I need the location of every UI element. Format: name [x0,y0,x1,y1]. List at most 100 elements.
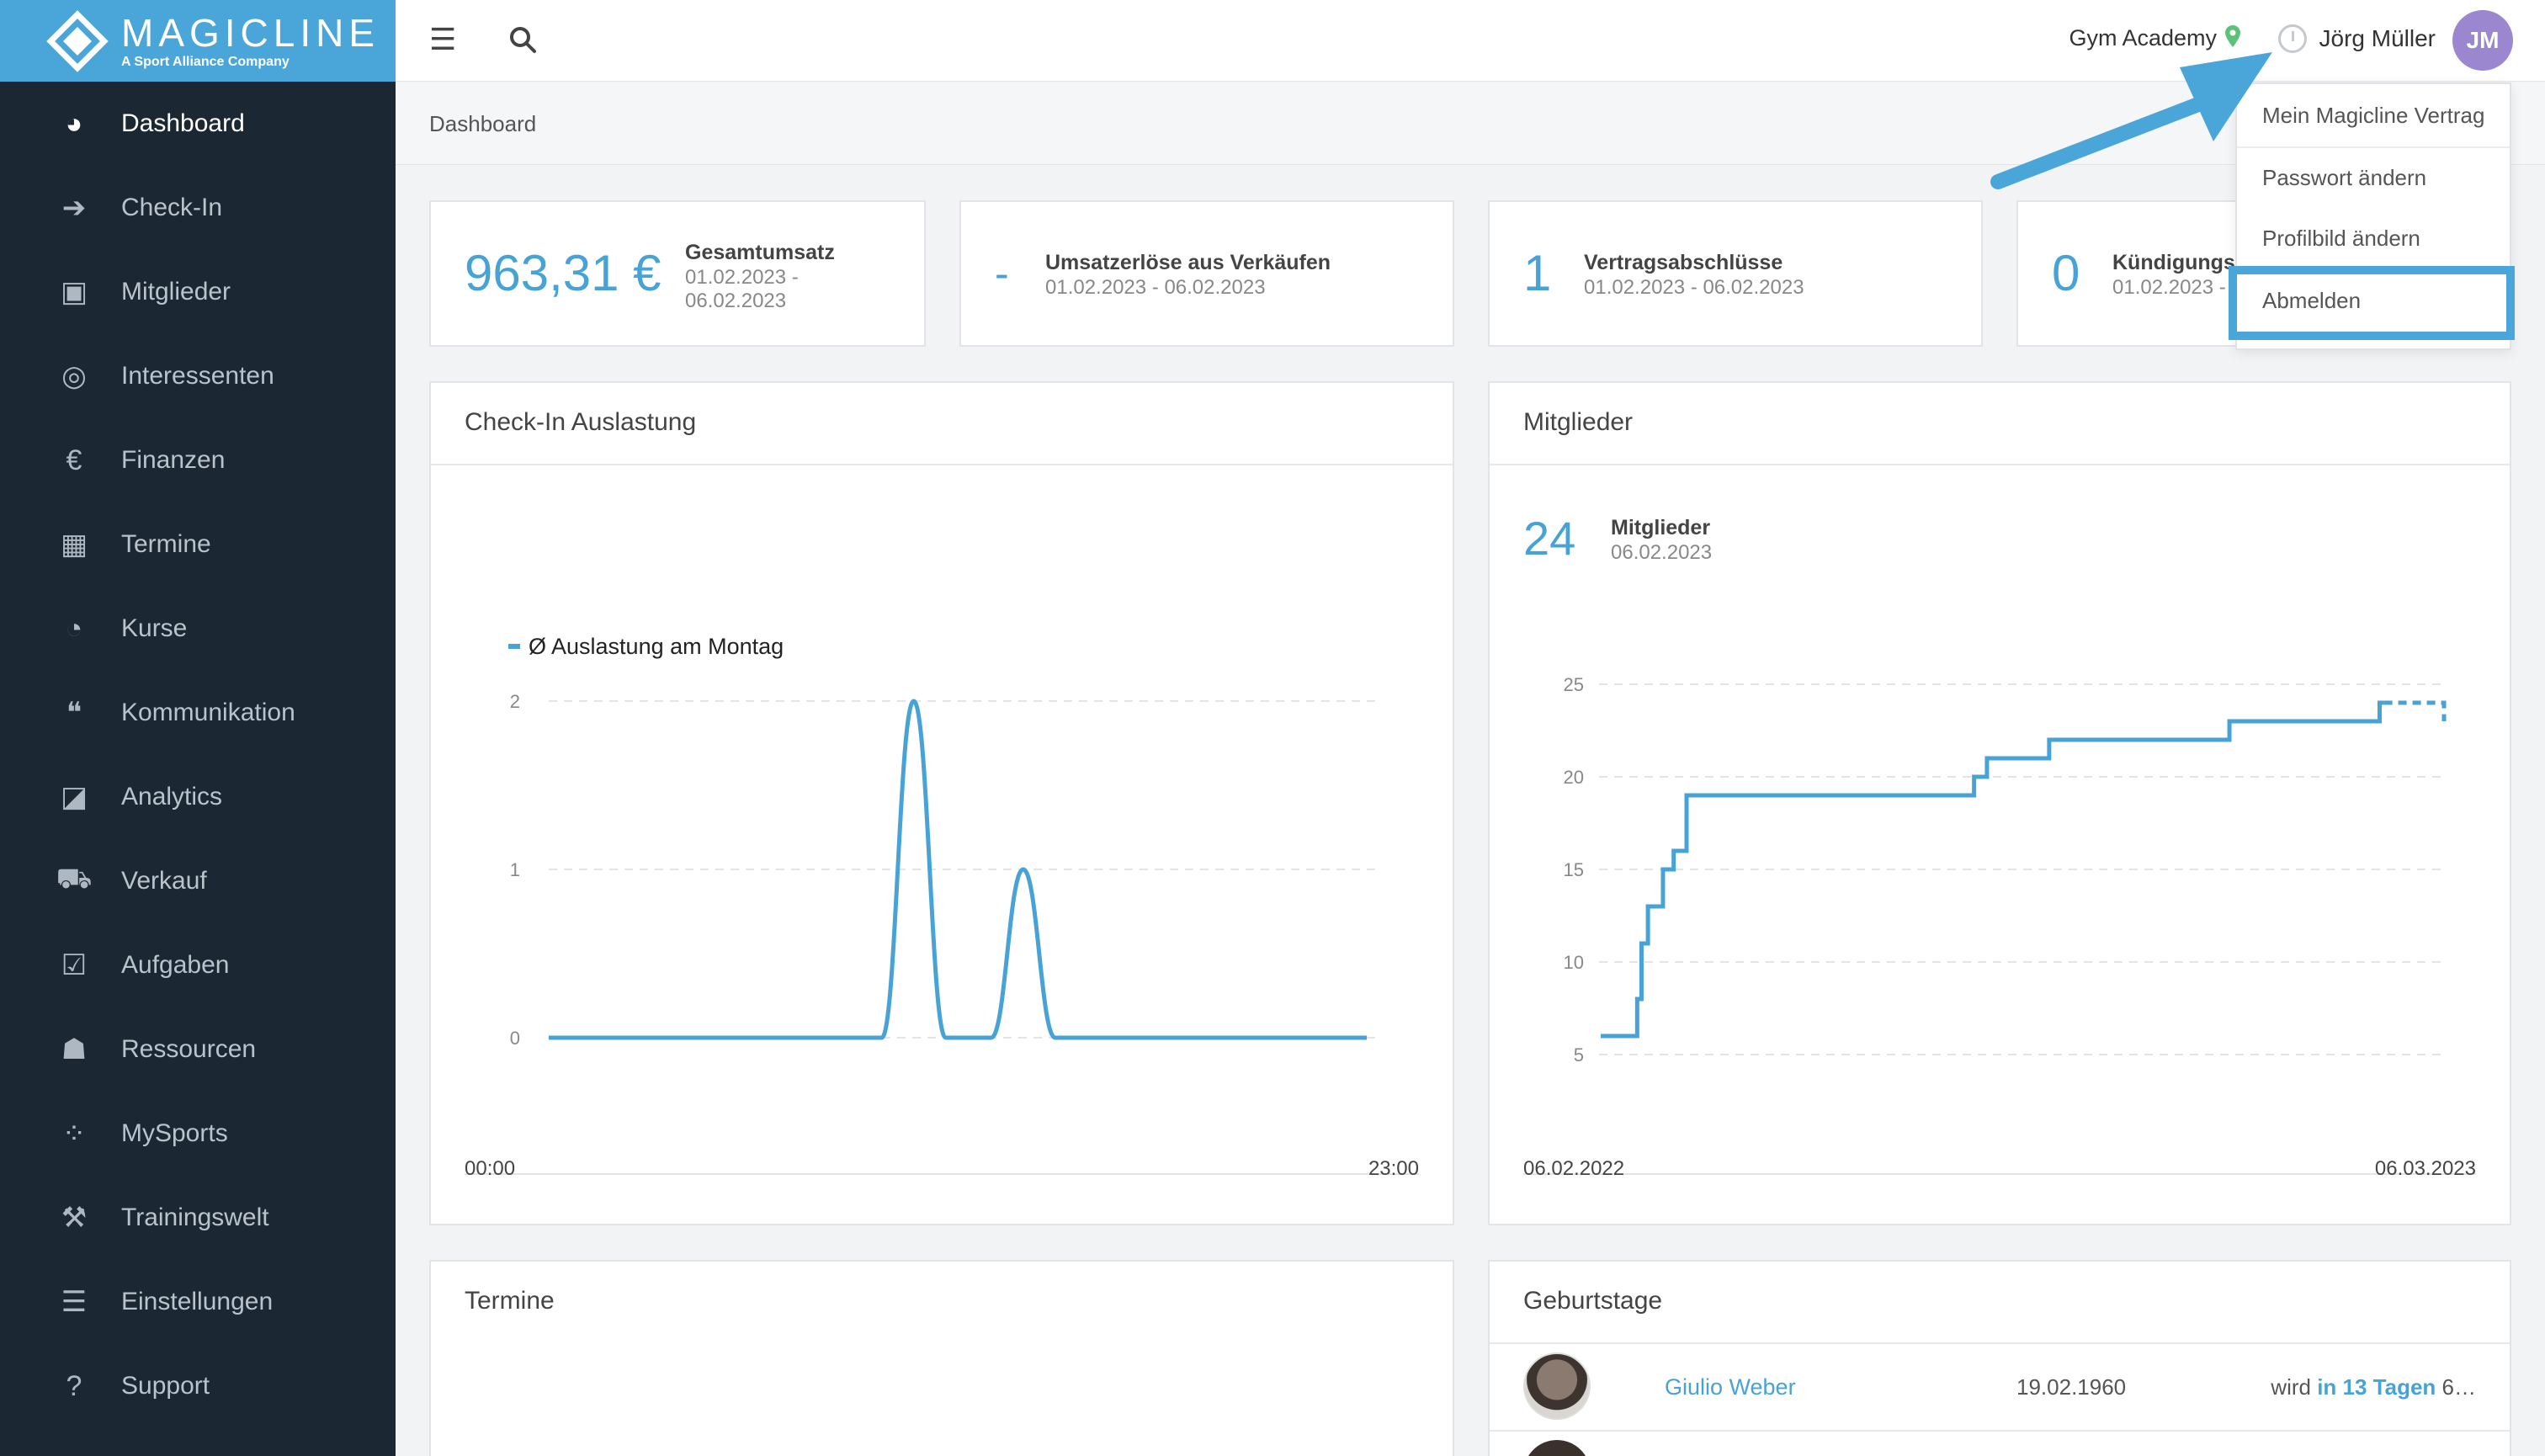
sidebar-item-check-in[interactable]: ➔ Check-In [0,166,396,250]
series-line [549,699,1367,1040]
panel-title: Geburtstage [1523,1287,1663,1315]
member-photo [1523,1440,1591,1456]
forecast-line [2383,700,2447,721]
topbar: ☰ Gym Academy Jörg Müller JM [396,0,2545,82]
x-axis-start-label: 00:00 [465,1157,516,1180]
sidebar-item-aufgaben[interactable]: ☑ Aufgaben [0,923,396,1007]
sidebar-item-mitglieder[interactable]: ▣ Mitglieder [0,250,396,334]
kpi-value: 0 [2052,245,2080,301]
sidebar-item-trainingswelt[interactable]: ⚒ Trainingswelt [0,1176,396,1260]
panel-title: Mitglieder [1523,408,1634,436]
birthday-note: wird in 13 Tagen 6… [2271,1374,2476,1400]
menu-icon[interactable]: ☰ [429,22,457,56]
euro-icon: € [66,444,82,476]
breadcrumb: Dashboard [396,82,2545,165]
logo[interactable]: MAGICLINE A Sport Alliance Company [0,0,396,82]
support-icon: ? [66,1369,82,1402]
kpi-date-range: 01.02.2023 - 06.02.2023 [1584,276,1804,299]
menu-item-contract[interactable]: Mein Magicline Vertrag [2262,103,2485,128]
checkin-icon: ➔ [61,192,87,224]
kpi-date-range-end: 06.02.2023 [685,290,787,312]
members-panel: Mitglieder 24 Mitglieder 06.02.2023 5 10 1… [1488,381,2511,1225]
sidebar-item-label: Einstellungen [121,1288,274,1315]
birthday-row[interactable]: Giulio Weber 19.02.1960 wird in 13 Tagen… [1490,1346,2510,1430]
stopwatch-icon: ◔ [65,612,83,645]
kpi-value: 963,31 € [465,245,661,301]
sidebar-item-label: Analytics [121,783,223,810]
checkin-chart: Ø Auslastung am Montag 0 1 2 [465,634,1419,1175]
member-name-link[interactable]: Giulio Weber [1665,1374,1796,1400]
menu-item-change-avatar[interactable]: Profilbild ändern [2262,226,2420,251]
sidebar-item-analytics[interactable]: ◪ Analytics [0,755,396,839]
sidebar-item-kommunikation[interactable]: ❝ Kommunikation [0,671,396,755]
kpi-title: Kündigungs [2112,251,2235,274]
logout-highlight-box [2229,266,2515,340]
members-icon: ▣ [60,276,88,308]
kpi-card-revenue[interactable]: 963,31 € Gesamtumsatz 01.02.2023 - 06.02… [429,200,926,347]
sidebar-item-dashboard[interactable]: ◕ Dashboard [0,82,396,166]
kpi-card-contracts[interactable]: 1 Vertragsabschlüsse 01.02.2023 - 06.02.… [1488,200,1983,347]
termine-panel: Termine [429,1260,1454,1456]
series-line [1601,700,2384,1039]
dumbbell-icon: ⚒ [61,1202,88,1234]
chart-legend: Ø Auslastung am Montag [508,634,784,659]
y-tick-label: 2 [510,691,520,712]
x-axis-start-label: 06.02.2022 [1523,1157,1625,1180]
sidebar-item-label: Trainingswelt [121,1204,269,1231]
breadcrumb-current: Dashboard [429,111,537,136]
sidebar-item-label: Finanzen [121,446,226,474]
sidebar-item-label: Aufgaben [121,951,230,979]
sidebar-item-label: Termine [121,530,211,558]
sidebar-item-label: Check-In [121,194,223,221]
checkin-panel: Check-In Auslastung Ø Auslastung am Mont… [429,381,1454,1225]
y-tick-label: 25 [1564,674,1584,695]
sidebar-item-label: Ressourcen [121,1035,257,1063]
y-tick-label: 5 [1574,1044,1584,1065]
menu-item-change-password[interactable]: Passwort ändern [2262,165,2427,190]
members-count-date: 06.02.2023 [1611,541,1713,564]
sliders-icon: ☰ [61,1286,88,1318]
menu-item-logout[interactable]: Abmelden [2262,288,2362,313]
sidebar-item-mysports[interactable]: ⁘ MySports [0,1092,396,1176]
search-icon[interactable] [508,25,537,54]
analytics-icon: ◪ [60,781,88,813]
user-avatar[interactable]: JM [2452,10,2513,71]
sidebar-nav: ◕ Dashboard ➔ Check-In ▣ Mitglieder ◎ Interesse… [0,82,396,1428]
leads-icon: ◎ [61,360,87,392]
sidebar-item-ressourcen[interactable]: ☗ Ressourcen [0,1007,396,1092]
task-check-icon: ☑ [61,949,88,981]
sidebar-item-termine[interactable]: ▦ Termine [0,502,396,587]
kpi-date-range: 01.02.2023 - 06.02.2023 [1045,276,1266,299]
panel-title: Check-In Auslastung [465,408,697,436]
y-tick-label: 0 [510,1028,520,1049]
sidebar-item-label: Verkauf [121,867,207,895]
y-tick-label: 15 [1564,859,1584,880]
x-axis-end-label: 06.03.2023 [2374,1157,2476,1180]
panel-title: Termine [465,1287,555,1315]
sidebar-item-verkauf[interactable]: ⛟ Verkauf [0,839,396,923]
sidebar: MAGICLINE A Sport Alliance Company ◕ Dash… [0,0,396,1456]
sidebar-item-label: Kurse [121,614,188,642]
sidebar-item-label: Support [121,1372,210,1400]
sidebar-item-einstellungen[interactable]: ☰ Einstellungen [0,1260,396,1344]
brand-name: MAGICLINE [121,10,380,55]
kpi-card-sales[interactable]: - Umsatzerlöse aus Verkäufen 01.02.2023 … [959,200,1454,347]
resources-icon: ☗ [61,1034,88,1065]
kpi-value: 1 [1523,245,1552,301]
studio-name[interactable]: Gym Academy [2069,25,2217,50]
kpi-value: - [995,250,1009,297]
sidebar-item-finanzen[interactable]: € Finanzen [0,418,396,502]
clock-icon[interactable] [2278,24,2307,53]
chat-icon: ❝ [66,697,82,729]
magicline-logo-icon [46,9,109,72]
y-tick-label: 1 [510,859,520,880]
sidebar-item-label: Interessenten [121,362,274,390]
sidebar-item-support[interactable]: ? Support [0,1344,396,1428]
kpi-date-range: 01.02.2023 - [2112,276,2226,299]
kpi-title: Umsatzerlöse aus Verkäufen [1045,251,1331,274]
members-count: 24 [1523,512,1576,565]
sidebar-item-kurse[interactable]: ◔ Kurse [0,587,396,671]
sidebar-item-interessenten[interactable]: ◎ Interessenten [0,334,396,418]
members-count-label: Mitglieder [1611,516,1711,539]
user-name[interactable]: Jörg Müller [2319,25,2436,51]
